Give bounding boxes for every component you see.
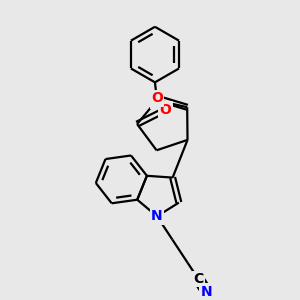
- Text: O: O: [160, 103, 171, 117]
- Text: N: N: [151, 93, 163, 107]
- Text: N: N: [151, 209, 163, 223]
- Text: O: O: [151, 91, 163, 105]
- Text: N: N: [201, 285, 212, 299]
- Text: C: C: [193, 272, 203, 286]
